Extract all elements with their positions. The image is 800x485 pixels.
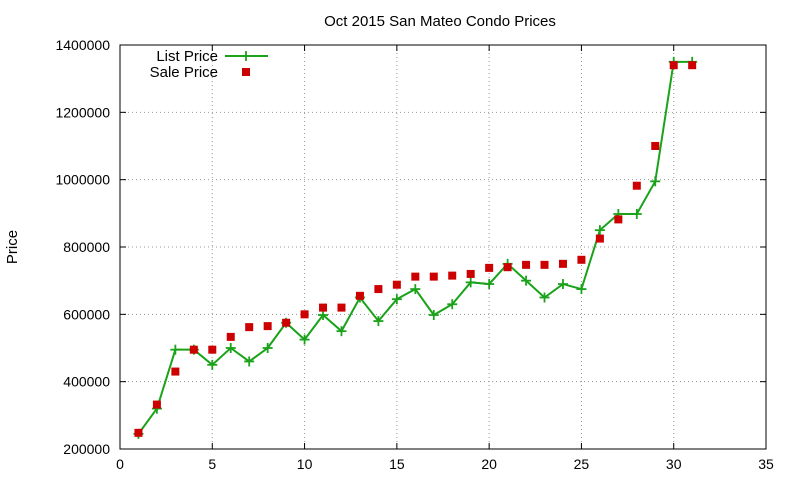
x-tick-label: 30: [666, 456, 682, 472]
data-point: [392, 280, 401, 289]
y-tick-label: 1200000: [55, 104, 110, 120]
x-tick-label: 20: [481, 456, 497, 472]
data-point: [577, 255, 586, 264]
data-point: [557, 279, 568, 290]
data-point: [207, 359, 218, 370]
x-tick-label: 25: [574, 456, 590, 472]
data-point: [299, 334, 310, 345]
data-point: [189, 345, 198, 354]
data-point: [429, 272, 438, 281]
data-point: [651, 142, 660, 150]
data-point: [576, 284, 587, 295]
data-point: [410, 284, 421, 295]
data-point: [134, 428, 143, 437]
y-tick-label: 200000: [63, 441, 110, 457]
y-axis-label: Price: [4, 230, 21, 264]
data-point: [447, 299, 458, 310]
data-point: [391, 294, 402, 305]
data-point: [319, 303, 328, 312]
data-point: [614, 215, 623, 224]
data-point: [355, 291, 364, 300]
axis-tick-labels: 0 5 10 15 20 25 30 35 200000 400000 600000 800000 10…: [55, 37, 774, 472]
data-point: [594, 225, 605, 236]
y-tick-label: 1400000: [55, 37, 110, 53]
data-point: [485, 263, 494, 272]
y-tick-label: 400000: [63, 374, 110, 390]
x-tick-label: 35: [758, 456, 774, 472]
data-point: [152, 400, 161, 409]
y-tick-label: 1000000: [55, 172, 110, 188]
axis-ticks: [119, 44, 767, 450]
data-point: [428, 310, 439, 321]
data-point: [669, 61, 678, 70]
data-point: [522, 260, 531, 269]
grid: [120, 45, 766, 449]
data-point: [171, 367, 180, 376]
x-tick-label: 10: [297, 456, 313, 472]
data-point: [448, 271, 457, 280]
data-point: [466, 269, 475, 278]
y-tick-label: 800000: [63, 239, 110, 255]
data-point: [318, 310, 329, 321]
data-point: [225, 343, 236, 353]
legend-label-sale-price: Sale Price: [150, 64, 218, 81]
data-point: [521, 275, 532, 286]
legend-plus: [241, 51, 251, 61]
data-point: [650, 176, 661, 187]
data-point: [688, 61, 697, 70]
data-point: [411, 272, 420, 281]
data-point: [245, 323, 254, 332]
series-sale-price: [134, 61, 697, 437]
x-tick-label: 15: [389, 456, 405, 472]
data-point: [503, 263, 512, 272]
data-point: [632, 181, 641, 190]
data-point: [208, 345, 217, 354]
legend-marker-list-price: [241, 51, 251, 61]
chart-title: Oct 2015 San Mateo Condo Prices: [324, 13, 556, 30]
data-point: [374, 285, 383, 294]
data-point: [262, 343, 273, 353]
data-point: [170, 344, 181, 355]
data-point: [558, 259, 567, 268]
data-point: [337, 303, 346, 312]
legend-square: [242, 68, 250, 76]
legend-marker-sale-price: [242, 68, 250, 76]
data-point: [465, 277, 476, 288]
data-point: [373, 316, 384, 327]
x-tick-label: 0: [116, 456, 124, 472]
legend-label-list-price: List Price: [156, 48, 218, 65]
series-line: [137, 60, 693, 435]
data-point: [540, 260, 549, 269]
data-point: [631, 209, 642, 220]
legend: List Price Sale Price: [150, 48, 268, 81]
data-point: [300, 310, 309, 319]
x-tick-label: 5: [208, 456, 216, 472]
data-point: [226, 332, 235, 341]
data-point: [282, 318, 291, 327]
data-point: [336, 326, 347, 337]
data-point: [539, 292, 550, 303]
series-layer: [133, 56, 698, 439]
data-point: [244, 356, 255, 367]
legend-entry-list-price: List Price: [156, 48, 268, 65]
data-point: [484, 279, 495, 290]
data-point: [595, 234, 604, 243]
data-point: [263, 322, 272, 331]
legend-entry-sale-price: Sale Price: [150, 64, 250, 81]
y-tick-label: 600000: [63, 306, 110, 322]
